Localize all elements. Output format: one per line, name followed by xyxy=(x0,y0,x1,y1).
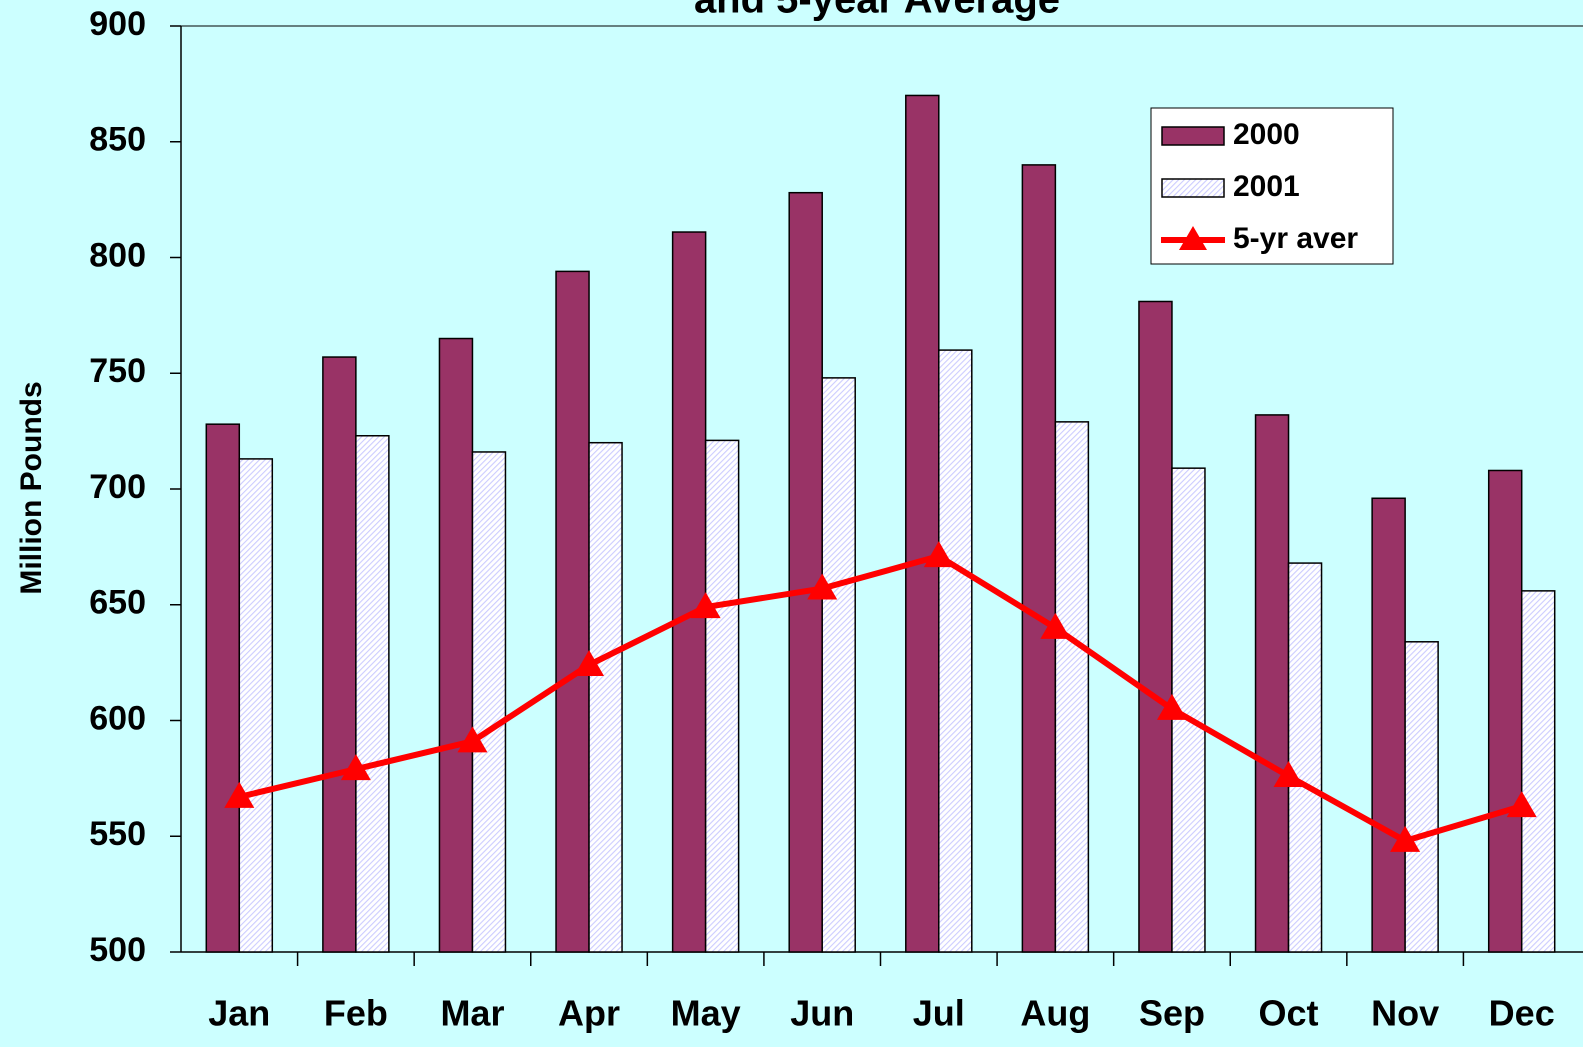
bar xyxy=(821,377,856,953)
bar xyxy=(938,349,973,953)
line-marker xyxy=(690,592,721,619)
bar xyxy=(671,231,707,953)
bar xyxy=(1021,164,1057,953)
legend-swatch xyxy=(1161,178,1225,198)
line-marker xyxy=(457,726,488,753)
bar xyxy=(1487,469,1523,953)
legend-marker xyxy=(1179,226,1207,250)
legend-label: 5-yr aver xyxy=(1233,222,1358,255)
bar xyxy=(1254,414,1290,953)
line-series xyxy=(238,553,1523,844)
y-tick-label: 850 xyxy=(89,121,146,159)
bar xyxy=(1404,641,1439,953)
x-tick-label: Mar xyxy=(440,993,504,1034)
x-tick-label: Dec xyxy=(1489,993,1555,1034)
x-tick-label: Sep xyxy=(1139,993,1205,1034)
bar xyxy=(1371,497,1406,953)
bar xyxy=(1287,562,1323,953)
bar xyxy=(588,441,623,953)
bar xyxy=(704,439,740,953)
x-tick-label: Oct xyxy=(1259,993,1319,1034)
bar xyxy=(905,94,940,953)
y-tick-label: 800 xyxy=(89,236,146,274)
x-tick-label: Nov xyxy=(1371,993,1439,1034)
legend-label: 2000 xyxy=(1233,118,1300,151)
line-marker xyxy=(1156,693,1187,720)
line-marker xyxy=(807,573,838,600)
y-tick-label: 750 xyxy=(89,352,146,390)
line-marker xyxy=(1040,612,1071,639)
y-tick-label: 650 xyxy=(89,584,146,622)
bar xyxy=(471,451,507,953)
bar xyxy=(555,270,590,953)
bar xyxy=(1520,590,1556,953)
chart-title: and 5-year Average xyxy=(694,0,1060,22)
bar xyxy=(238,458,274,953)
y-tick-label: 600 xyxy=(89,699,146,737)
line-marker xyxy=(224,781,255,808)
line-marker xyxy=(574,649,605,676)
x-tick-label: Jun xyxy=(790,993,854,1034)
x-tick-label: Feb xyxy=(324,993,388,1034)
bar xyxy=(1138,300,1173,953)
y-tick-label: 550 xyxy=(89,815,146,853)
line-marker xyxy=(1506,791,1537,818)
bar xyxy=(205,423,241,953)
x-tick-label: Aug xyxy=(1020,993,1090,1034)
y-tick-label: 500 xyxy=(89,931,146,969)
bar xyxy=(1054,421,1090,953)
x-tick-label: Apr xyxy=(558,993,620,1034)
y-axis-label: Million Pounds xyxy=(15,381,48,594)
legend-swatch xyxy=(1161,126,1225,146)
line-marker xyxy=(340,754,371,781)
x-tick-label: Jan xyxy=(208,993,270,1034)
x-tick-label: May xyxy=(671,993,741,1034)
line-marker xyxy=(1273,761,1304,788)
bar xyxy=(788,191,823,953)
y-tick-label: 700 xyxy=(89,468,146,506)
bar xyxy=(438,337,474,953)
y-tick-label: 900 xyxy=(89,5,146,43)
bar xyxy=(322,356,357,953)
line-marker xyxy=(1390,825,1421,852)
bar xyxy=(355,435,390,953)
x-tick-label: Jul xyxy=(913,993,965,1034)
line-marker xyxy=(923,541,954,568)
legend-label: 2001 xyxy=(1233,170,1300,203)
